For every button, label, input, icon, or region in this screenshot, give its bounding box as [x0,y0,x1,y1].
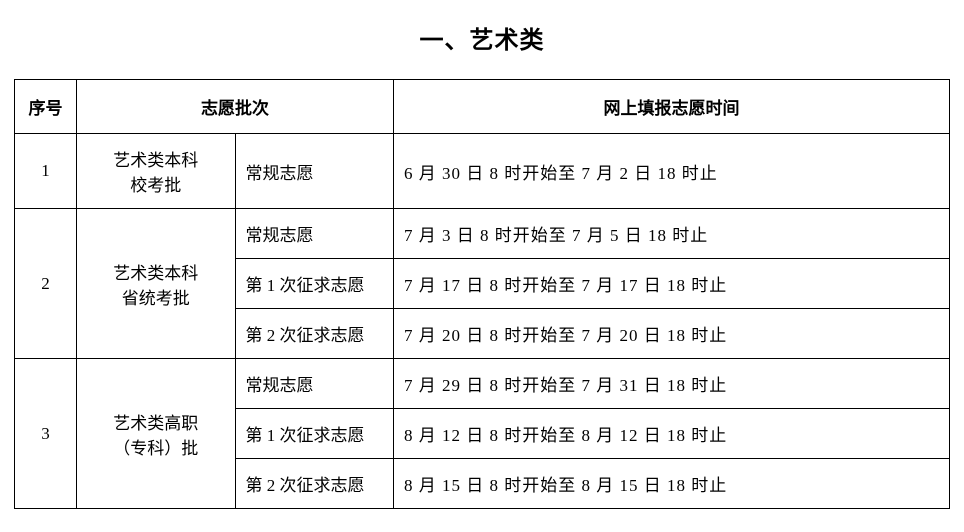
cell-batch-sub: 常规志愿 [235,359,394,409]
cell-time: 7 月 17 日 8 时开始至 7 月 17 日 18 时止 [394,259,950,309]
cell-batch-sub: 第 1 次征求志愿 [235,259,394,309]
cell-batch-main: 艺术类高职（专科）批 [77,359,236,509]
cell-batch-main: 艺术类本科校考批 [77,134,236,209]
cell-time: 6 月 30 日 8 时开始至 7 月 2 日 18 时止 [394,134,950,209]
cell-seq: 3 [15,359,77,509]
cell-time: 7 月 20 日 8 时开始至 7 月 20 日 18 时止 [394,309,950,359]
cell-time: 8 月 12 日 8 时开始至 8 月 12 日 18 时止 [394,409,950,459]
cell-seq: 1 [15,134,77,209]
header-seq: 序号 [15,80,77,134]
cell-time: 8 月 15 日 8 时开始至 8 月 15 日 18 时止 [394,459,950,509]
cell-seq: 2 [15,209,77,359]
header-time: 网上填报志愿时间 [394,80,950,134]
cell-batch-sub: 第 2 次征求志愿 [235,309,394,359]
header-batch: 志愿批次 [77,80,394,134]
table-header-row: 序号 志愿批次 网上填报志愿时间 [15,80,950,134]
table-body: 1 艺术类本科校考批 常规志愿 6 月 30 日 8 时开始至 7 月 2 日 … [15,134,950,509]
cell-time: 7 月 29 日 8 时开始至 7 月 31 日 18 时止 [394,359,950,409]
cell-batch-sub: 第 2 次征求志愿 [235,459,394,509]
cell-batch-sub: 第 1 次征求志愿 [235,409,394,459]
cell-time: 7 月 3 日 8 时开始至 7 月 5 日 18 时止 [394,209,950,259]
table-row: 3 艺术类高职（专科）批 常规志愿 7 月 29 日 8 时开始至 7 月 31… [15,359,950,409]
cell-batch-sub: 常规志愿 [235,209,394,259]
table-row: 2 艺术类本科省统考批 常规志愿 7 月 3 日 8 时开始至 7 月 5 日 … [15,209,950,259]
section-title: 一、艺术类 [14,20,950,55]
cell-batch-sub: 常规志愿 [235,134,394,209]
schedule-table: 序号 志愿批次 网上填报志愿时间 1 艺术类本科校考批 常规志愿 6 月 30 … [14,79,950,509]
cell-batch-main: 艺术类本科省统考批 [77,209,236,359]
table-row: 1 艺术类本科校考批 常规志愿 6 月 30 日 8 时开始至 7 月 2 日 … [15,134,950,209]
